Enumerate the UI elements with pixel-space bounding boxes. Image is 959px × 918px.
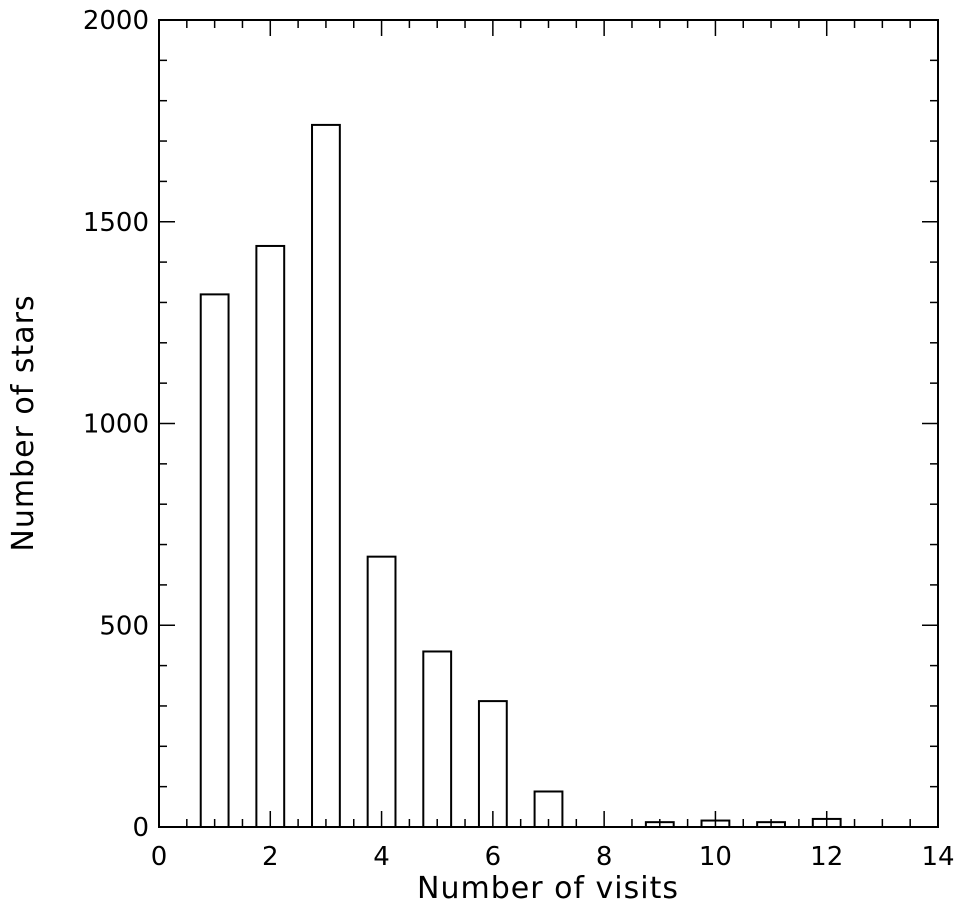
ticks-layer xyxy=(158,19,939,828)
y-tick-label: 2000 xyxy=(83,6,149,36)
bar-visits-2 xyxy=(255,244,286,828)
y-axis-label: Number of stars xyxy=(6,294,41,551)
x-tick-label: 4 xyxy=(373,842,390,872)
bars-layer xyxy=(199,123,842,829)
bar-visits-4 xyxy=(366,555,397,829)
bar-visits-3 xyxy=(311,123,341,829)
bar-visits-5 xyxy=(422,650,453,828)
plot-frame xyxy=(158,19,939,828)
tick-labels-layer: 0 2 4 6 8 10 12 14 0 500 1000 1500 2000 xyxy=(83,6,955,872)
bar-visits-6 xyxy=(477,700,508,828)
y-tick-label: 1500 xyxy=(83,208,149,238)
x-tick-label: 8 xyxy=(596,842,613,872)
x-axis-label: Number of visits xyxy=(417,871,679,906)
y-tick-label: 0 xyxy=(132,813,149,843)
x-tick-label: 2 xyxy=(262,842,279,872)
x-tick-label: 6 xyxy=(485,842,502,872)
y-tick-label: 1000 xyxy=(83,410,149,440)
x-tick-label: 12 xyxy=(810,842,843,872)
y-tick-label: 500 xyxy=(99,611,149,641)
x-tick-label: 0 xyxy=(151,842,168,872)
bar-visits-1 xyxy=(199,293,230,828)
x-tick-label: 10 xyxy=(699,842,732,872)
x-tick-label: 14 xyxy=(921,842,954,872)
